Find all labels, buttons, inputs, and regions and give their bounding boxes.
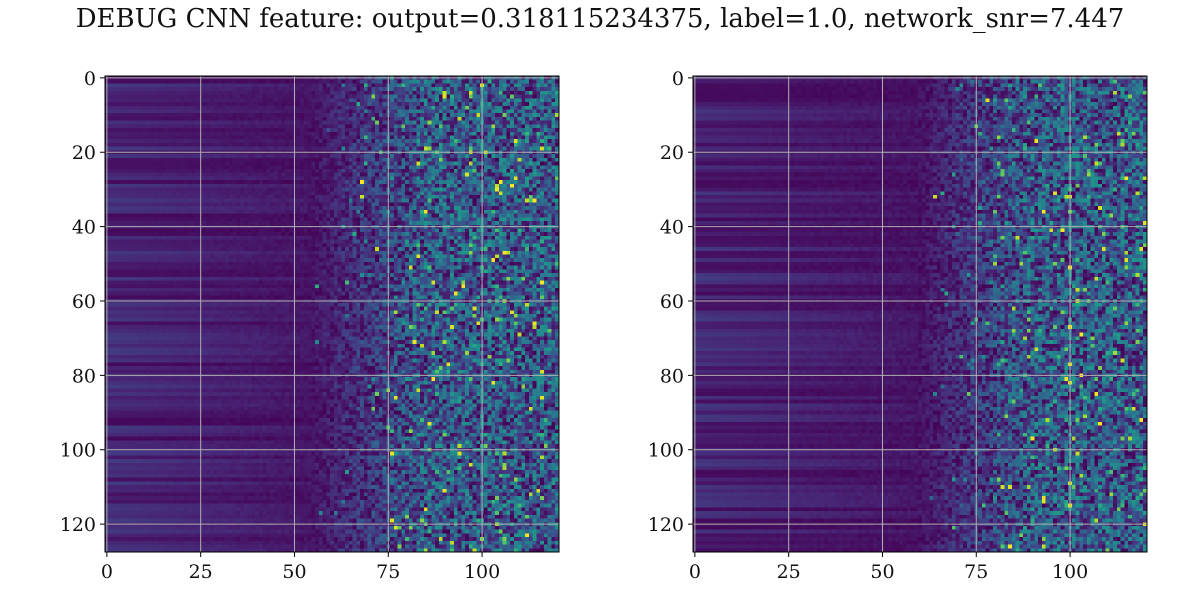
figure-title: DEBUG CNN feature: output=0.318115234375… [75,4,1125,34]
y-tick-label: 80 [660,365,684,387]
x-tick-label: 100 [464,561,500,583]
y-tick-label: 80 [72,365,96,387]
y-tick-label: 40 [660,217,684,239]
y-tick-label: 100 [60,440,96,462]
x-tick-label: 50 [870,561,894,583]
axes-frame [692,75,1148,553]
y-tick-label: 0 [84,68,96,90]
x-tick-label: 75 [376,561,400,583]
y-tick-label: 40 [72,217,96,239]
y-tick-label: 120 [648,514,684,536]
heatmap-panel-left: 0 25 50 75 100 0 20 40 60 80 100 120 [45,66,605,586]
y-tick-label: 60 [660,291,684,313]
x-tick-label: 25 [777,561,801,583]
heatmap-panel-right: 0 25 50 75 100 0 20 40 60 80 100 120 [633,66,1193,586]
y-tick-label: 20 [72,142,96,164]
y-tick-label: 60 [72,291,96,313]
x-tick-label: 50 [282,561,306,583]
y-tick-label: 100 [648,440,684,462]
x-tick-label: 0 [689,561,701,583]
x-tick-label: 75 [964,561,988,583]
heatmap-image [105,76,559,552]
heatmap-right: 0 25 50 75 100 0 20 40 60 80 100 120 [648,68,1148,583]
heatmap-left: 0 25 50 75 100 0 20 40 60 80 100 120 [60,68,560,583]
x-tick-label: 100 [1052,561,1088,583]
y-tick-label: 0 [672,68,684,90]
y-tick-label: 20 [660,142,684,164]
x-tick-label: 0 [101,561,113,583]
axes-frame [104,75,560,553]
heatmap-image [693,76,1147,552]
x-tick-label: 25 [189,561,213,583]
y-tick-label: 120 [60,514,96,536]
